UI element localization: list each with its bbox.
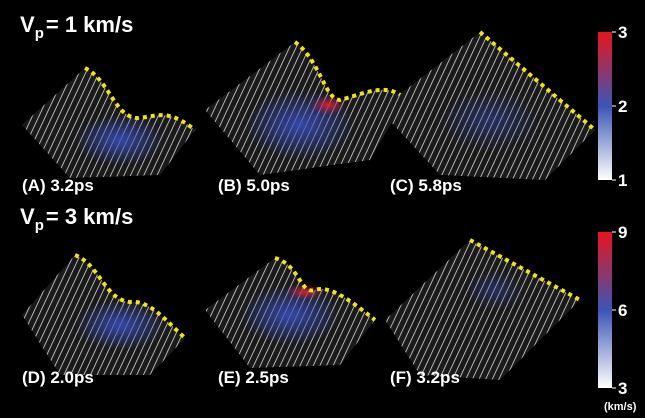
colorbar-tick-label: 2 [618, 97, 627, 116]
heading-text: = 3 km/s [46, 204, 133, 229]
colorbar [598, 32, 612, 180]
row-heading: Vp= 3 km/s [20, 204, 133, 234]
figure: Vp= 1 km/s(A) 3.2ps(B) 5.0ps(C) 5.8ps321… [0, 0, 645, 413]
heading-text: = 1 km/s [46, 12, 133, 37]
surface-a [22, 68, 195, 178]
surface-c [380, 32, 595, 180]
panel-label: (F) 3.2ps [390, 368, 460, 387]
panel-label: (B) 5.0ps [218, 176, 290, 195]
panel-label: (C) 5.8ps [390, 176, 462, 195]
colorbar-tick-label: 1 [618, 171, 627, 190]
colorbar-tick-label: 6 [618, 301, 627, 320]
subscript: p [35, 25, 44, 42]
colorbar-tick-label: 3 [618, 23, 627, 42]
surface-b [205, 42, 405, 175]
colorbar-tick-label: 3 [618, 379, 627, 398]
subscript: p [35, 217, 44, 234]
colorbar-unit: (km/s) [604, 401, 637, 413]
surface-f [385, 240, 580, 380]
panel-label: (D) 2.0ps [22, 368, 94, 387]
surface-d [22, 255, 185, 375]
colorbar [598, 232, 612, 388]
symbol: V [20, 204, 35, 229]
row-heading: Vp= 1 km/s [20, 12, 133, 42]
panel-label: (E) 2.5ps [218, 368, 289, 387]
surface-e [205, 258, 375, 368]
panel-label: (A) 3.2ps [22, 176, 94, 195]
colorbar-tick-label: 9 [618, 223, 627, 242]
symbol: V [20, 12, 35, 37]
